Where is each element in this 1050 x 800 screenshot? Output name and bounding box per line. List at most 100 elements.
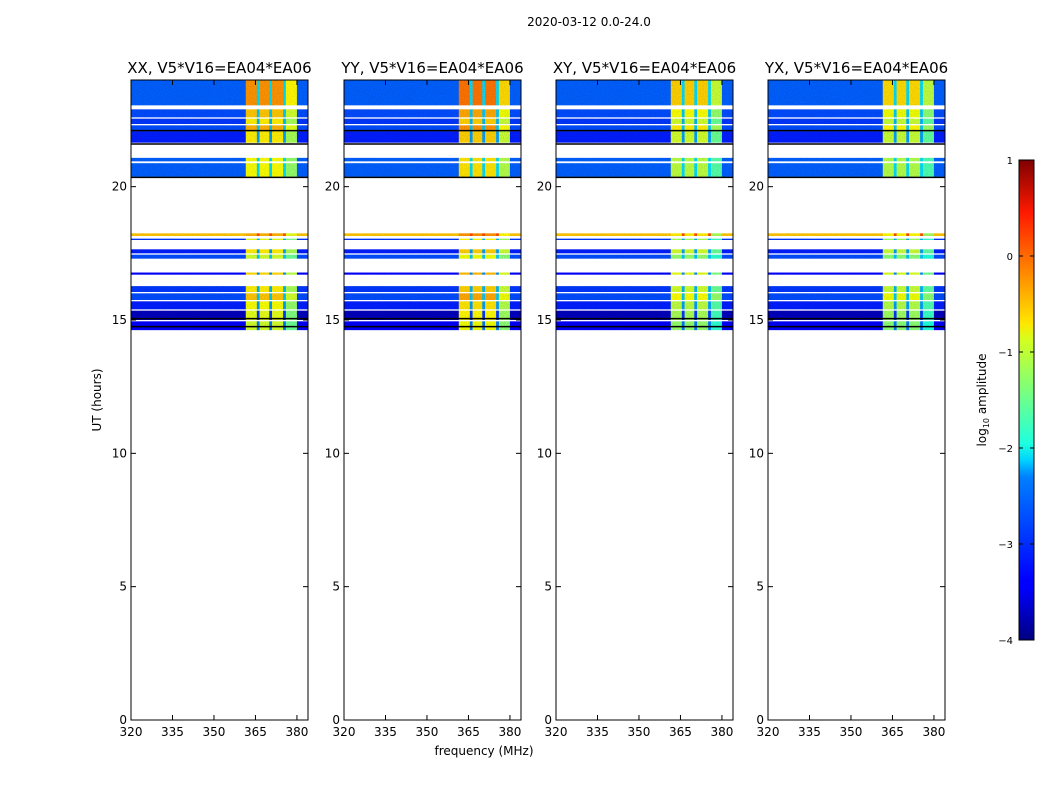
x-tick-label: 320 (120, 725, 143, 739)
heatmap-cell (482, 118, 486, 124)
heatmap-cell (920, 163, 924, 177)
heatmap-cell (721, 272, 734, 275)
heatmap-cell (131, 131, 247, 143)
heatmap-cell (694, 254, 698, 259)
panel-image (344, 80, 522, 331)
heatmap-cell (681, 238, 685, 240)
heatmap-cell (920, 249, 924, 254)
heatmap-cell (681, 109, 685, 118)
colorbar-tick-label: −1 (998, 348, 1013, 359)
heatmap-cell (498, 293, 511, 300)
panel-1: YY, V5*V16=EA04*EA06 320 335 350 365 380 0 5 10 1… (325, 59, 524, 739)
heatmap-cell (344, 163, 460, 177)
heatmap-cell (893, 80, 897, 106)
heatmap-cell (469, 249, 473, 254)
colorbar-label-rest: amplitude (975, 354, 989, 418)
heatmap-cell (710, 321, 723, 331)
heatmap-cell (496, 118, 500, 124)
heatmap-cell (697, 109, 709, 118)
heatmap-cell (498, 272, 511, 275)
heatmap-cell (694, 301, 698, 310)
y-tick-label: 10 (112, 446, 127, 460)
panel-title: YX, V5*V16=EA04*EA06 (764, 59, 948, 77)
heatmap-cell (509, 301, 522, 310)
heatmap-cell (472, 125, 483, 131)
heatmap-cell (269, 118, 273, 124)
heatmap-cell (708, 131, 712, 143)
heatmap-cell (896, 238, 907, 240)
heatmap-cell (344, 109, 460, 118)
heatmap-cell (721, 293, 734, 300)
heatmap-cell (670, 293, 683, 300)
heatmap-cell (131, 249, 247, 254)
heatmap-cell (556, 118, 672, 124)
heatmap-cell (681, 125, 685, 131)
heatmap-cell (882, 293, 895, 300)
heatmap-cell (131, 238, 247, 240)
heatmap-cell (259, 118, 270, 124)
heatmap-cell (893, 249, 897, 254)
heatmap-cell (768, 254, 884, 259)
heatmap-cell (469, 131, 473, 143)
heatmap-cell (906, 321, 910, 331)
heatmap-cell (285, 293, 298, 300)
heatmap-cell (131, 80, 247, 106)
heatmap-cell (131, 118, 247, 124)
heatmap-cell (283, 109, 287, 118)
heatmap-cell (684, 310, 695, 320)
heatmap-cell (285, 80, 298, 106)
heatmap-cell (256, 131, 260, 143)
heatmap-cell (344, 254, 460, 259)
heatmap-cell (283, 131, 287, 143)
heatmap-cell (256, 272, 260, 275)
heatmap-cell (922, 131, 935, 143)
heatmap-cell (256, 293, 260, 300)
heatmap-cell (344, 286, 460, 292)
heatmap-cell (882, 272, 895, 275)
heatmap-cell (458, 233, 471, 236)
heatmap-cell (498, 233, 511, 236)
heatmap-cell (272, 286, 284, 292)
heatmap-cell (721, 254, 734, 259)
heatmap-cell (272, 131, 284, 143)
heatmap-cell (681, 254, 685, 259)
heatmap-cell (893, 286, 897, 292)
heatmap-cell (909, 238, 921, 240)
heatmap-cell (694, 321, 698, 331)
heatmap-cell (509, 293, 522, 300)
heatmap-cell (556, 286, 672, 292)
panel-image (556, 80, 734, 331)
heatmap-cell (458, 286, 471, 292)
heatmap-cell (893, 272, 897, 275)
heatmap-cell (485, 249, 497, 254)
heatmap-cell (272, 233, 284, 236)
heatmap-cell (697, 286, 709, 292)
heatmap-cell (697, 249, 709, 254)
heatmap-cell (482, 249, 486, 254)
heatmap-cell (458, 125, 471, 131)
heatmap-cell (556, 125, 672, 131)
heatmap-cell (296, 254, 309, 259)
panel-2: XY, V5*V16=EA04*EA06 320 335 350 365 380 0 5 10 1… (537, 59, 736, 739)
heatmap-cell (893, 238, 897, 240)
heatmap-cell (469, 301, 473, 310)
heatmap-cell (670, 249, 683, 254)
heatmap-cell (721, 163, 734, 177)
heatmap-cell (269, 131, 273, 143)
heatmap-cell (933, 321, 946, 331)
heatmap-cell (256, 321, 260, 331)
colorbar-label-sub: 10 (982, 418, 991, 428)
heatmap-cell (285, 157, 298, 162)
heatmap-cell (721, 310, 734, 320)
heatmap-cell (482, 310, 486, 320)
heatmap-cell (283, 310, 287, 320)
heatmap-cell (933, 131, 946, 143)
heatmap-cell (259, 163, 270, 177)
heatmap-cell (697, 157, 709, 162)
heatmap-cell (344, 131, 460, 143)
heatmap-cell (485, 238, 497, 240)
heatmap-cell (469, 254, 473, 259)
heatmap-cell (245, 109, 258, 118)
y-tick-label: 20 (325, 180, 340, 194)
y-tick-label: 20 (537, 180, 552, 194)
